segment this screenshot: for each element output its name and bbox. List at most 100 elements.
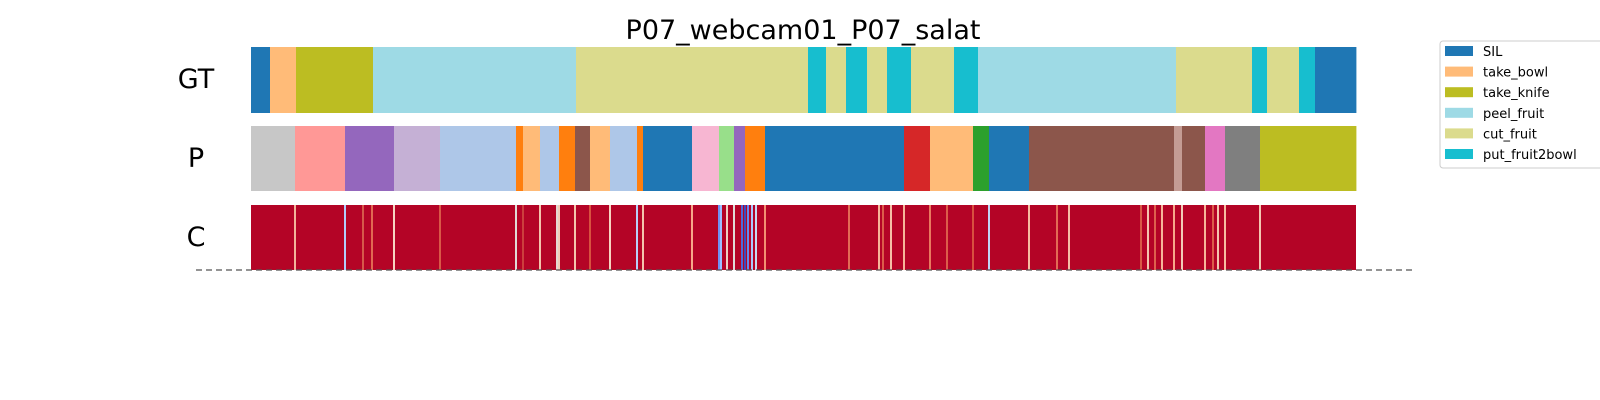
confidence-stripe-41 bbox=[1147, 205, 1149, 270]
p-segment-21 bbox=[973, 126, 990, 191]
confidence-stripe-26 bbox=[755, 205, 757, 270]
confidence-stripe-5 bbox=[439, 205, 441, 270]
legend-label-0: SIL bbox=[1483, 45, 1503, 60]
confidence-stripe-22 bbox=[741, 205, 743, 270]
p-segment-23 bbox=[1029, 126, 1175, 191]
confidence-stripe-0 bbox=[294, 205, 296, 270]
confidence-stripe-46 bbox=[1204, 205, 1206, 270]
p-segment-17 bbox=[745, 126, 766, 191]
p-segment-11 bbox=[610, 126, 638, 191]
legend-swatch-0 bbox=[1445, 46, 1473, 56]
prediction-bar bbox=[251, 126, 1357, 191]
p-segment-9 bbox=[575, 126, 591, 191]
p-segment-10 bbox=[590, 126, 611, 191]
confidence-stripe-7 bbox=[522, 205, 524, 270]
confidence-stripe-20 bbox=[733, 205, 735, 270]
gt-segment-8 bbox=[867, 47, 888, 113]
p-segment-7 bbox=[540, 126, 560, 191]
confidence-stripe-14 bbox=[636, 205, 638, 270]
confidence-stripe-35 bbox=[972, 205, 974, 270]
confidence-stripe-47 bbox=[1212, 205, 1214, 270]
p-segment-16 bbox=[734, 126, 746, 191]
gt-segment-2 bbox=[296, 47, 374, 113]
confidence-stripe-33 bbox=[929, 205, 931, 270]
p-segment-28 bbox=[1260, 126, 1357, 191]
row-label-c: C bbox=[187, 222, 206, 253]
confidence-stripe-10 bbox=[558, 205, 560, 270]
confidence-stripe-21 bbox=[739, 205, 741, 270]
confidence-stripe-17 bbox=[718, 205, 720, 270]
legend-swatch-3 bbox=[1445, 107, 1473, 118]
gt-segment-3 bbox=[373, 47, 577, 113]
legend-swatch-1 bbox=[1445, 66, 1473, 77]
confidence-stripe-44 bbox=[1173, 205, 1175, 270]
legend-swatch-4 bbox=[1445, 128, 1473, 139]
row-label-gt: GT bbox=[178, 64, 215, 95]
p-segment-25 bbox=[1182, 126, 1206, 191]
legend-swatch-5 bbox=[1445, 149, 1473, 159]
gt-segment-15 bbox=[1267, 47, 1300, 113]
p-segment-13 bbox=[643, 126, 693, 191]
legend-swatch-2 bbox=[1445, 87, 1473, 98]
confidence-stripe-34 bbox=[946, 205, 948, 270]
p-segment-6 bbox=[523, 126, 541, 191]
confidence-stripe-32 bbox=[903, 205, 905, 270]
gt-segment-7 bbox=[846, 47, 868, 113]
p-segment-0 bbox=[251, 126, 296, 191]
p-segment-3 bbox=[394, 126, 441, 191]
confidence-stripe-15 bbox=[642, 205, 644, 270]
legend-frame bbox=[1439, 40, 1600, 169]
confidence-stripe-28 bbox=[848, 205, 850, 270]
confidence-stripe-29 bbox=[878, 205, 880, 270]
p-segment-4 bbox=[440, 126, 517, 191]
p-segment-26 bbox=[1205, 126, 1226, 191]
confidence-stripe-6 bbox=[515, 205, 517, 270]
confidence-stripe-25 bbox=[751, 205, 753, 270]
confidence-stripe-30 bbox=[882, 205, 884, 270]
confidence-stripe-43 bbox=[1161, 205, 1163, 270]
row-label-p: P bbox=[188, 143, 204, 174]
confidence-stripe-42 bbox=[1154, 205, 1156, 270]
p-segment-22 bbox=[989, 126, 1030, 191]
chart-title: P07_webcam01_P07_salat bbox=[626, 15, 981, 46]
confidence-stripe-8 bbox=[539, 205, 541, 270]
p-segment-8 bbox=[559, 126, 576, 191]
confidence-stripe-19 bbox=[726, 205, 728, 270]
legend-label-4: cut_fruit bbox=[1483, 127, 1537, 142]
confidence-stripe-18 bbox=[720, 205, 722, 270]
gt-segment-13 bbox=[1176, 47, 1253, 113]
confidence-stripe-37 bbox=[1028, 205, 1030, 270]
confidence-stripe-36 bbox=[988, 205, 990, 270]
confidence-stripe-2 bbox=[362, 205, 364, 270]
p-segment-19 bbox=[904, 126, 931, 191]
gt-bar bbox=[251, 47, 1357, 113]
confidence-stripe-1 bbox=[344, 205, 346, 270]
p-segment-14 bbox=[692, 126, 720, 191]
confidence-stripe-27 bbox=[764, 205, 766, 270]
confidence-stripe-45 bbox=[1181, 205, 1183, 270]
confidence-stripe-4 bbox=[393, 205, 395, 270]
legend-label-2: take_knife bbox=[1483, 86, 1550, 101]
legend-label-5: put_fruit2bowl bbox=[1483, 148, 1577, 163]
gt-segment-0 bbox=[251, 47, 271, 113]
p-segment-27 bbox=[1225, 126, 1261, 191]
gt-segment-4 bbox=[576, 47, 809, 113]
confidence-stripe-11 bbox=[574, 205, 576, 270]
gt-segment-1 bbox=[270, 47, 297, 113]
legend: SIL take_bowl take_knife peel_fruit cut_frui… bbox=[1439, 40, 1600, 169]
confidence-stripe-49 bbox=[1224, 205, 1226, 270]
p-segment-5 bbox=[516, 126, 524, 191]
gt-segment-17 bbox=[1315, 47, 1357, 113]
gt-segment-16 bbox=[1299, 47, 1316, 113]
confidence-stripe-50 bbox=[1259, 205, 1261, 270]
gt-segment-14 bbox=[1252, 47, 1268, 113]
p-segment-2 bbox=[345, 126, 395, 191]
confidence-base bbox=[251, 205, 1356, 270]
gt-segment-5 bbox=[808, 47, 827, 113]
gt-segment-11 bbox=[954, 47, 979, 113]
confidence-stripe-16 bbox=[691, 205, 693, 270]
p-segment-18 bbox=[765, 126, 905, 191]
gt-segment-6 bbox=[826, 47, 847, 113]
confidence-stripe-38 bbox=[1056, 205, 1058, 270]
p-segment-24 bbox=[1174, 126, 1183, 191]
